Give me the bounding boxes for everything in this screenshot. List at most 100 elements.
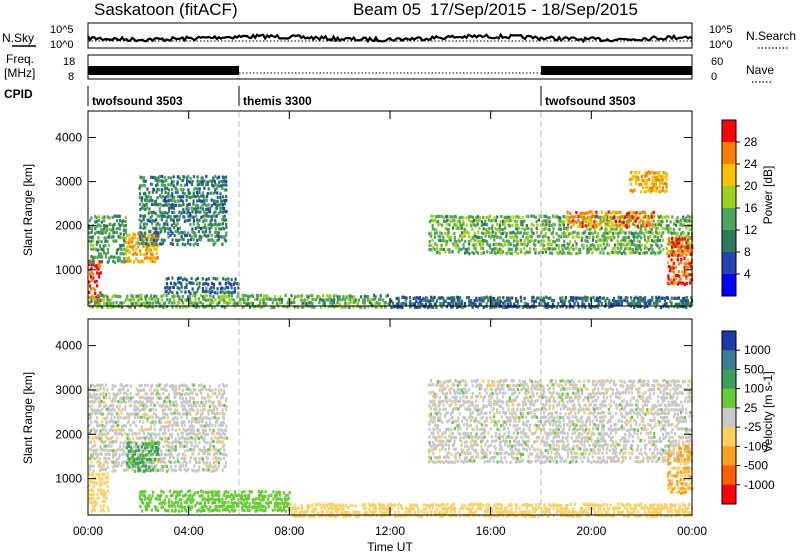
velocity-echo-cell — [227, 500, 230, 504]
velocity-echo-cell — [203, 416, 206, 420]
power-echo-cell — [376, 305, 379, 309]
velocity-echo-cell — [203, 445, 206, 449]
velocity-echo-cell — [404, 510, 407, 515]
power-echo-cell — [613, 215, 616, 220]
power-echo-cell — [174, 186, 177, 190]
velocity-echo-cell — [128, 428, 131, 432]
power-echo-cell — [624, 235, 627, 240]
power-echo-cell — [565, 305, 568, 309]
velocity-echo-cell — [207, 409, 210, 413]
velocity-echo-cell — [178, 498, 181, 502]
power-echo-cell — [349, 300, 352, 304]
velocity-echo-cell — [223, 443, 226, 447]
velocity-echo-cell — [195, 460, 198, 464]
power-echo-cell — [210, 204, 213, 208]
power-echo-cell — [581, 236, 584, 240]
velocity-echo-cell — [187, 467, 190, 471]
velocity-echo-cell — [288, 490, 291, 495]
power-echo-cell — [631, 299, 634, 303]
power-echo-cell — [107, 243, 111, 247]
power-echo-cell — [92, 256, 95, 260]
power-echo-cell — [687, 299, 690, 303]
power-echo-cell — [162, 183, 165, 187]
velocity-echo-cell — [210, 465, 213, 469]
power-echo-cell — [442, 239, 445, 243]
power-echo-cell — [566, 242, 569, 246]
power-echo-cell — [210, 285, 213, 290]
velocity-echo-cell — [183, 420, 186, 424]
power-echo-cell — [492, 297, 496, 301]
power-echo-cell — [435, 243, 438, 248]
velocity-echo-cell — [142, 388, 145, 392]
power-echo-cell — [135, 294, 138, 298]
power-echo-cell — [232, 290, 235, 294]
velocity-echo-cell — [258, 508, 262, 512]
power-echo-cell — [602, 296, 606, 300]
velocity-echo-cell — [124, 445, 127, 449]
velocity-echo-cell — [115, 449, 118, 453]
velocity-echo-cell — [203, 448, 207, 452]
power-echo-cell — [624, 243, 627, 248]
power-echo-cell — [485, 302, 488, 306]
power-echo-cell — [99, 260, 102, 264]
power-echo-cell — [106, 228, 109, 232]
power-echo-cell — [669, 249, 672, 253]
power-echo-cell — [358, 305, 361, 309]
power-echo-cell — [456, 302, 459, 306]
power-echo-cell — [446, 215, 449, 219]
velocity-echo-cell — [212, 498, 215, 502]
power-echo-cell — [498, 242, 501, 246]
velocity-echo-cell — [219, 451, 222, 456]
power-echo-cell — [107, 259, 110, 263]
velocity-echo-cell — [108, 453, 111, 457]
power-echo-cell — [216, 199, 219, 203]
power-echo-cell — [180, 298, 183, 302]
velocity-echo-cell — [259, 491, 262, 495]
power-echo-cell — [672, 239, 675, 243]
power-echo-cell — [594, 230, 597, 234]
power-echo-cell — [122, 239, 126, 243]
velocity-echo-cell — [306, 509, 309, 513]
power-echo-cell — [445, 239, 448, 244]
velocity-echo-cell — [106, 416, 109, 420]
power-echo-cell — [214, 218, 217, 222]
velocity-echo-cell — [118, 409, 121, 413]
power-echo-cell — [656, 186, 659, 190]
freq-tick-high: 18 — [63, 56, 75, 68]
power-echo-cell — [212, 202, 215, 206]
power-echo-cell — [169, 194, 173, 198]
power-echo-cell — [397, 302, 400, 306]
power-echo-cell — [194, 195, 197, 199]
power-echo-cell — [617, 295, 620, 299]
power-echo-cell — [104, 255, 108, 259]
power-echo-cell — [145, 247, 149, 251]
power-echo-cell — [201, 295, 204, 299]
power-echo-cell — [480, 298, 483, 302]
power-echo-cell — [126, 259, 129, 263]
power-echo-cell — [121, 222, 124, 226]
velocity-echo-cell — [144, 415, 147, 420]
velocity-echo-cell — [190, 404, 193, 409]
power-echo-cell — [138, 196, 141, 200]
power-echo-cell — [252, 294, 255, 298]
power-echo-cell — [642, 215, 645, 219]
power-echo-cell — [237, 286, 240, 290]
velocity-echo-cell — [139, 420, 142, 424]
velocity-echo-cell — [183, 437, 186, 441]
power-echo-cell — [601, 215, 604, 220]
power-echo-cell — [94, 291, 97, 295]
power-echo-cell — [112, 301, 115, 305]
power-echo-cell — [548, 238, 551, 242]
velocity-echo-cell — [112, 403, 115, 408]
power-echo-cell — [462, 234, 465, 238]
velocity-echo-cell — [183, 444, 186, 448]
velocity-echo-cell — [208, 424, 211, 428]
power-echo-cell — [443, 299, 446, 304]
power-echo-cell — [110, 223, 113, 227]
velocity-echo-cell — [115, 432, 118, 436]
power-echo-cell — [638, 246, 641, 250]
power-echo-cell — [482, 222, 485, 227]
velocity-echo-cell — [158, 460, 161, 464]
velocity-echo-cell — [222, 421, 226, 425]
velocity-echo-cell — [164, 461, 167, 465]
